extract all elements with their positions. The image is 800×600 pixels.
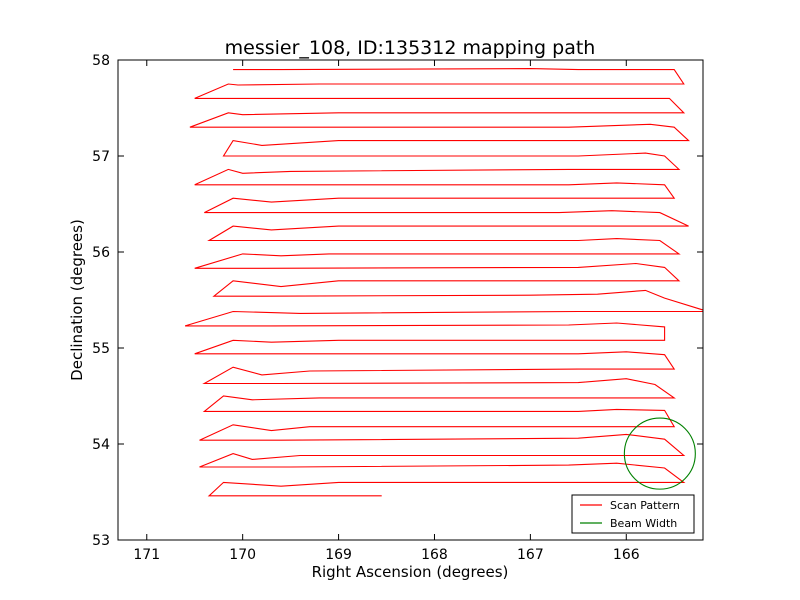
legend: Scan Pattern Beam Width: [571, 494, 695, 534]
beam-width-circle: [623, 417, 696, 490]
legend-box: [571, 494, 695, 534]
x-tick-label: 171: [133, 547, 160, 563]
y-tick-label: 58: [92, 53, 110, 69]
x-tick-label: 170: [229, 547, 256, 563]
chart-title: messier_108, ID:135312 mapping path: [225, 37, 596, 59]
x-tick-label: 169: [325, 547, 352, 563]
scan-pattern-line: [184, 68, 703, 497]
y-tick-label: 53: [92, 533, 110, 549]
legend-beam-width-label: Beam Width: [610, 517, 677, 530]
y-tick-label: 54: [92, 437, 110, 453]
y-tick-label: 55: [92, 341, 110, 357]
y-tick-label: 57: [92, 149, 110, 165]
x-axis-label: Right Ascension (degrees): [312, 563, 509, 581]
plot-frame: [117, 59, 704, 541]
x-axis: 171 170 169 168 167 166: [133, 60, 640, 563]
legend-scan-pattern-label: Scan Pattern: [610, 499, 680, 512]
y-tick-label: 56: [92, 245, 110, 261]
x-tick-label: 168: [421, 547, 448, 563]
x-tick-label: 167: [517, 547, 544, 563]
plot-content: [184, 68, 703, 497]
x-tick-label: 166: [613, 547, 640, 563]
y-axis: 53 54 55 56 57 58: [92, 53, 703, 549]
y-axis-label: Declination (degrees): [68, 219, 86, 381]
